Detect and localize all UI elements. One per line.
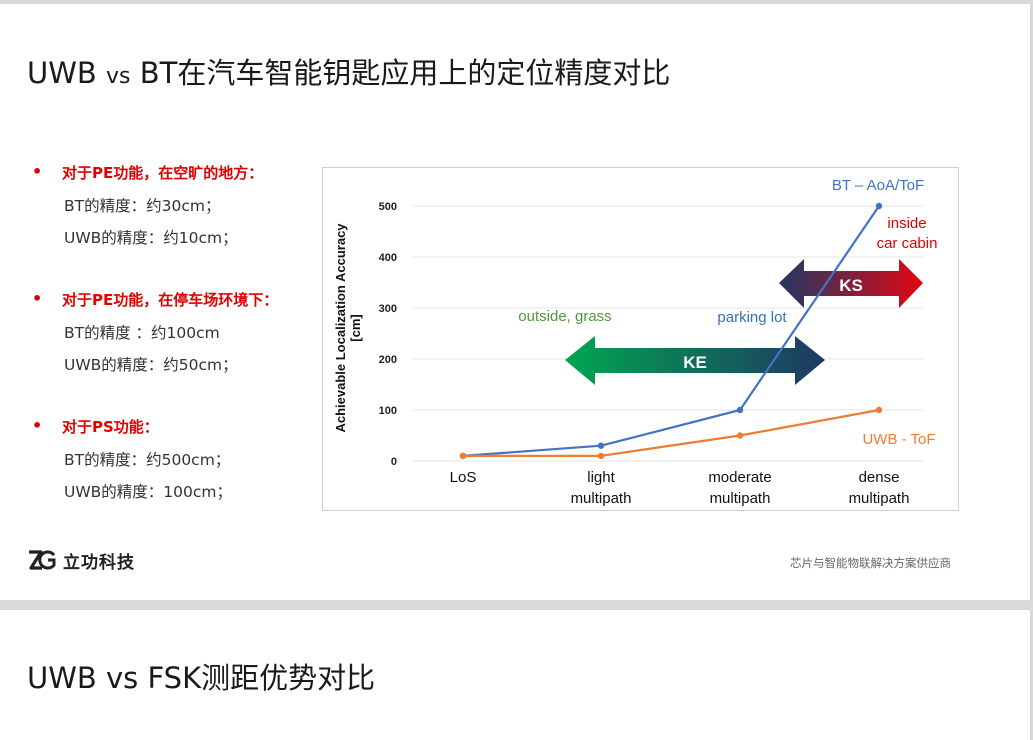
x-tick-label: LoS	[450, 469, 477, 486]
y-tick-label: 400	[379, 252, 397, 264]
ks-label: KS	[839, 276, 863, 295]
x-tick-label: light multipath	[571, 469, 632, 507]
bullet-line: UWB的精度：100cm；	[64, 483, 233, 501]
bullet-dot: •	[32, 162, 43, 181]
x-tick-label: moderate multipath	[708, 469, 771, 507]
bullet-line: BT的精度 ：约100cm	[64, 324, 220, 342]
company-logo: 立功科技	[27, 547, 135, 573]
annotation-inside-car-cabin: inside car cabin	[877, 215, 938, 252]
bullet-heading-pe-parking: 对于PE功能，在停车场环境下：	[62, 291, 279, 309]
zlg-logo-icon	[29, 550, 56, 570]
company-tagline: 芯片与智能物联解决方案供应商	[790, 556, 951, 570]
annotation-outside-grass: outside, grass	[518, 308, 611, 325]
data-point	[459, 452, 467, 460]
series-line	[463, 408, 880, 457]
y-tick-label: 300	[379, 303, 397, 315]
ks-double-arrow	[779, 259, 923, 308]
accuracy-chart: 0 100 200 300 400 500 Achievable Localization …	[322, 167, 959, 511]
logo-text: 立功科技	[63, 552, 135, 573]
series-label-uwb: UWB - ToF	[862, 431, 935, 448]
x-tick-label: dense multipath	[849, 469, 910, 507]
bullet-line: BT的精度：约500cm；	[64, 451, 231, 469]
y-tick-label: 0	[391, 456, 397, 468]
y-tick-label: 100	[379, 405, 397, 417]
bullet-line: BT的精度：约30cm；	[64, 197, 221, 215]
slide-title: UWB vs FSK测距优势对比	[27, 661, 376, 695]
y-tick-label: 500	[379, 201, 397, 213]
slide-1: UWB vs BT在汽车智能钥匙应用上的定位精度对比 • 对于PE功能，在空旷的…	[0, 4, 1030, 600]
bullet-dot: •	[32, 416, 43, 435]
ke-label: KE	[683, 353, 707, 372]
ke-double-arrow	[565, 336, 825, 385]
series-line	[462, 205, 880, 457]
bullet-line: UWB的精度：约50cm；	[64, 356, 238, 374]
slide-2: UWB vs FSK测距优势对比	[0, 610, 1030, 740]
bullet-line: UWB的精度：约10cm；	[64, 229, 238, 247]
y-axis-label: Achievable Localization Accuracy[cm]	[333, 223, 363, 433]
data-point	[736, 406, 744, 414]
data-point	[597, 442, 605, 449]
data-point	[875, 406, 883, 414]
annotation-parking-lot: parking lot	[717, 309, 787, 326]
y-tick-label: 200	[379, 354, 397, 366]
data-point	[875, 202, 883, 210]
data-point	[736, 432, 744, 439]
series-label-bt: BT – AoA/ToF	[832, 177, 924, 194]
data-point	[597, 452, 605, 460]
bullet-dot: •	[32, 289, 43, 308]
accuracy-chart-svg: 0 100 200 300 400 500 Achievable Localization …	[333, 177, 938, 507]
slide-title: UWB vs BT在汽车智能钥匙应用上的定位精度对比	[27, 56, 671, 90]
bullet-heading-pe-open: 对于PE功能，在空旷的地方：	[62, 164, 264, 182]
bullet-heading-ps: 对于PS功能：	[62, 418, 159, 436]
